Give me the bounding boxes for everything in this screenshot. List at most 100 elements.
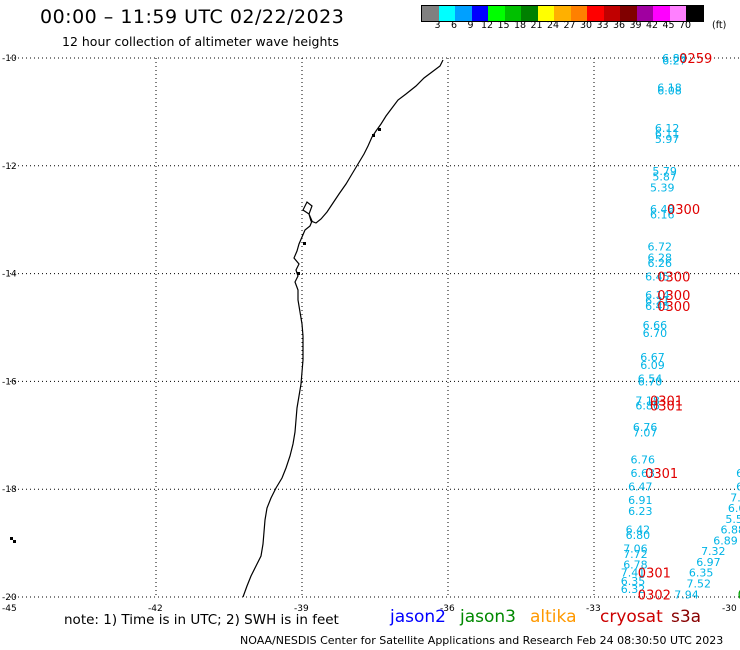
time-label: 0300 <box>667 203 700 218</box>
colorbar-swatch <box>620 6 637 21</box>
swh-value-label: 6.76 <box>633 421 658 434</box>
swh-value-label: 7.18 <box>635 394 660 407</box>
swh-value-label: 6.89 <box>713 534 738 547</box>
colorbar-swatch <box>521 6 538 21</box>
colorbar-swatch <box>422 6 439 21</box>
lat-tick-label: -12 <box>2 162 17 172</box>
colorbar-tick-label: 45 <box>662 20 675 31</box>
colorbar-swatch <box>537 6 554 21</box>
legend-item-jason3: jason3 <box>460 607 516 627</box>
colorbar-tick-label: 15 <box>497 20 510 31</box>
swh-value-label: 6.97 <box>696 556 721 569</box>
map-title: 00:00 – 11:59 UTC 02/22/2023 <box>40 6 345 28</box>
swh-value-label: 6.16 <box>650 208 675 221</box>
swh-value-label: 6.72 <box>648 241 673 254</box>
colorbar-swatch <box>587 6 604 21</box>
colorbar-tick-label: 27 <box>563 20 576 31</box>
colorbar-tick-label: 42 <box>645 20 659 31</box>
swh-value-label: 6. <box>736 481 740 494</box>
swh-value-label: 7.52 <box>686 578 711 591</box>
swh-value-label: 6.09 <box>640 359 665 372</box>
time-label: 0302 <box>638 588 671 603</box>
swh-value-label: 7.41 <box>621 567 646 580</box>
swh-value-label: 6.63 <box>631 467 656 480</box>
swh-value-label: 6.21 <box>645 295 670 308</box>
swh-value-label: 6.11 <box>655 127 680 140</box>
colorbar-tick-label: 6 <box>450 20 458 31</box>
colorbar-tick-label: 12 <box>480 20 494 31</box>
swh-value-label: 6.28 <box>648 251 673 264</box>
colorbar-swatch <box>554 6 571 21</box>
swh-value-label: 7.06 <box>623 542 648 555</box>
colorbar-swatch <box>669 6 686 21</box>
swh-value-label: 6.91 <box>628 494 653 507</box>
swh-value-label: 6.6 <box>728 502 740 515</box>
time-label: 00 <box>738 588 740 603</box>
swh-value-label: 6.35 <box>621 575 646 588</box>
swh-value-label: 6.78 <box>623 559 648 572</box>
colorbar-tick-label: 30 <box>579 20 593 31</box>
lon-tick-label: -33 <box>586 604 601 614</box>
swh-value-label: 6.86 <box>635 400 660 413</box>
colorbar-tick-label: 3 <box>434 20 441 31</box>
colorbar-tick-label: 24 <box>546 20 560 31</box>
swh-value-label: 6.35 <box>689 567 714 580</box>
lon-tick-label: -36 <box>440 604 455 614</box>
lat-tick-label: -10 <box>2 54 17 64</box>
lon-tick-label: -45 <box>2 604 17 614</box>
swh-labels: 6.886.276.186.086.126.115.975.795.875.39… <box>621 52 740 601</box>
swh-value-label: 6.70 <box>638 375 663 388</box>
lon-tick-label: -30 <box>722 604 737 614</box>
coastline <box>10 59 444 598</box>
swh-value-label: 6.76 <box>631 454 656 467</box>
note-text: note: 1) Time is in UTC; 2) SWH is in fe… <box>64 612 339 628</box>
swh-value-label: 6.12 <box>655 122 680 135</box>
swh-value-label: 6.08 <box>657 84 682 97</box>
coastline-path <box>242 59 444 598</box>
swh-value-label: 6. <box>736 467 740 480</box>
swh-value-label: 5.79 <box>652 165 677 178</box>
colorbar-tick-label: 33 <box>596 20 609 31</box>
swh-value-label: 6.67 <box>640 351 665 364</box>
lat-tick-label: -18 <box>2 485 17 495</box>
colorbar-swatch <box>455 6 472 21</box>
colorbar-swatch <box>653 6 670 21</box>
swh-value-label: 6.70 <box>643 327 668 340</box>
legend-item-s3a: s3a <box>671 607 702 627</box>
swh-value-label: 5.87 <box>652 171 677 184</box>
swh-value-label: 6.23 <box>628 505 653 518</box>
swh-value-label: 7.07 <box>633 427 658 440</box>
swh-value-label: 6.47 <box>628 481 653 494</box>
footer-credit: NOAA/NESDIS Center for Satellite Applica… <box>240 634 724 647</box>
swh-value-label: 6.48 <box>650 203 675 216</box>
swh-value-label: 6.66 <box>643 319 668 332</box>
colorbar-swatch <box>686 6 703 21</box>
legend-item-altika: altika <box>530 607 577 627</box>
time-label: 0301 <box>645 467 678 482</box>
colorbar-tick-label: 9 <box>467 20 474 31</box>
swh-value-label: 7.32 <box>701 545 726 558</box>
time-labels: 0259030003000300030003010301030103010302… <box>638 52 740 603</box>
swh-value-label: 6.32 <box>621 583 646 596</box>
time-label: 0300 <box>657 270 690 285</box>
time-label: 0300 <box>657 300 690 315</box>
colorbar-swatch <box>570 6 587 21</box>
island-speck <box>297 272 300 275</box>
swh-value-label: 6.42 <box>626 524 651 537</box>
colorbar-swatch <box>636 6 653 21</box>
swh-value-label: 5.5 <box>725 513 740 526</box>
map-subtitle: 12 hour collection of altimeter wave hei… <box>62 34 339 49</box>
colorbar-unit: (ft) <box>712 20 727 31</box>
time-label: 0301 <box>650 400 683 415</box>
swh-value-label: 6.54 <box>638 373 663 386</box>
colorbar-tick-label: 36 <box>612 20 626 31</box>
swh-value-label: 6.14 <box>645 289 670 302</box>
wave-height-colorbar <box>421 5 704 22</box>
colorbar-swatch <box>438 6 455 21</box>
time-label: 0301 <box>638 567 671 582</box>
colorbar-swatch <box>471 6 488 21</box>
legend-item-cryosat: cryosat <box>600 607 663 627</box>
swh-value-label: 6.18 <box>657 82 682 95</box>
time-label: 0259 <box>679 52 712 67</box>
island-speck <box>303 242 306 245</box>
